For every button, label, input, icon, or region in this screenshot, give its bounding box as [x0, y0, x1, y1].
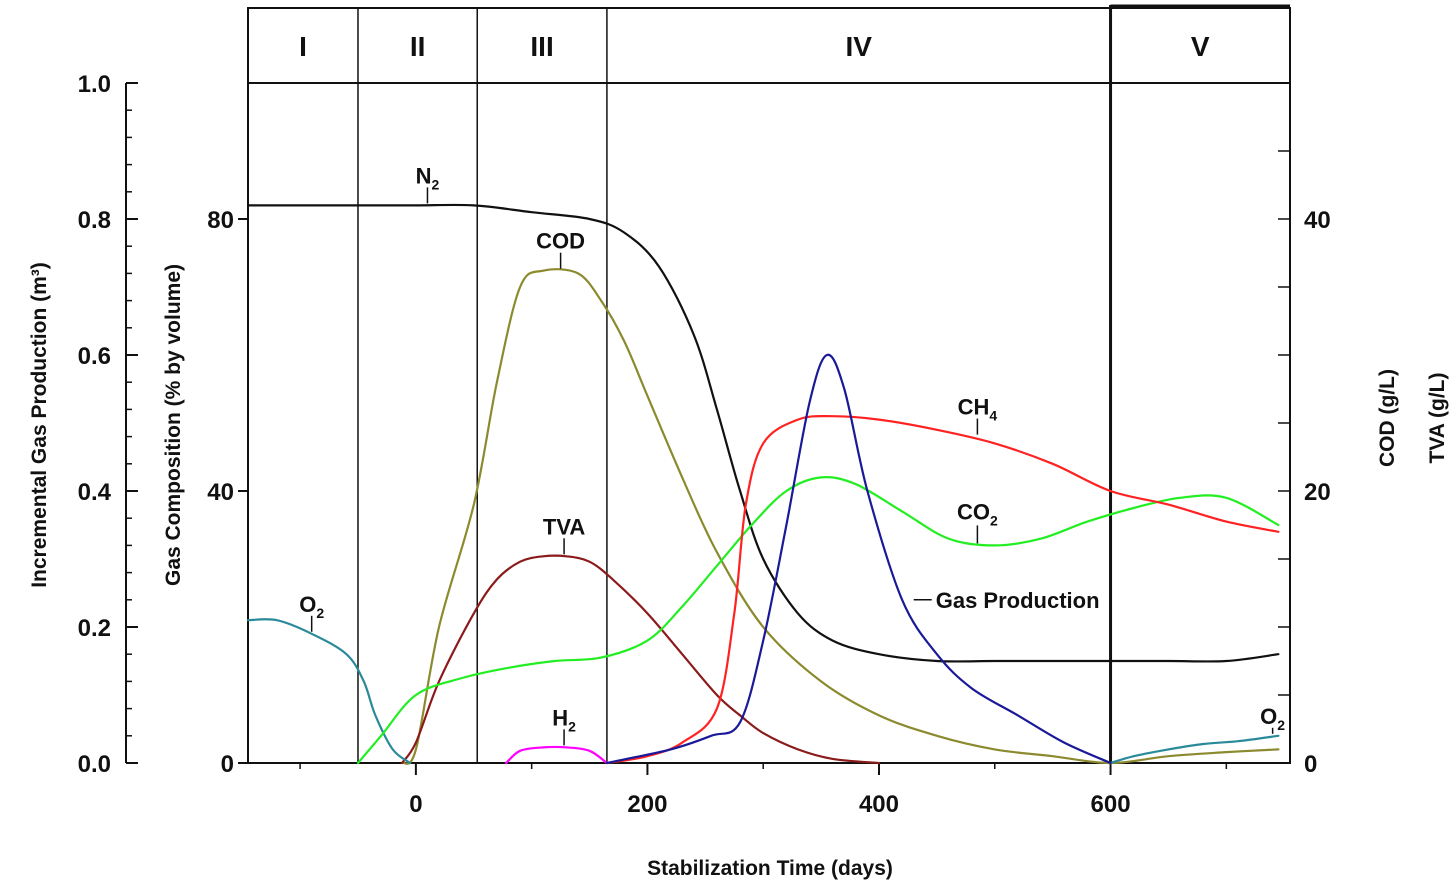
right-axis-title-tva: TVA (g/L) [1426, 373, 1449, 464]
left-inner-tick-label: 40 [207, 479, 234, 506]
left-outer-tick-label: 0.0 [78, 751, 111, 778]
annotation-o2-subscript: 2 [1277, 717, 1285, 733]
left-outer-tick-label: 0.8 [78, 207, 111, 234]
annotation-n2-text: N [416, 163, 432, 188]
annotation-o2-text: O [1260, 704, 1277, 729]
annotation-o2-subscript: 2 [316, 605, 324, 621]
series-line-gas-production-8 [605, 353, 1112, 765]
left-outer-tick-label: 0.2 [78, 615, 111, 642]
annotation-tva: TVA [543, 514, 585, 539]
series-line-n2-0 [246, 203, 1280, 663]
left-inner-axis-title: Gas Composition (% by volume) [162, 264, 185, 586]
series-line-o2-5 [1109, 734, 1280, 765]
annotation-ch4-text: CH [958, 395, 990, 420]
phase-label-i: I [299, 31, 307, 62]
annotation-n2-subscript: 2 [432, 176, 440, 192]
series-line-o2-4 [246, 618, 412, 765]
annotation-h2-subscript: 2 [568, 718, 576, 734]
phase-label-iii: III [530, 31, 553, 62]
annotation-gas-production: Gas Production [936, 588, 1100, 613]
annotation-cod-text: COD [536, 229, 585, 254]
annotation-co2: CO2 [957, 499, 998, 528]
annotation-h2-text: H [552, 705, 568, 730]
left-inner-tick-label: 80 [207, 207, 234, 234]
annotation-ch4: CH4 [958, 395, 998, 424]
left-inner-tick-label: 0 [221, 751, 234, 778]
annotation-o2: O2 [299, 592, 324, 621]
right-tick-label: 0 [1304, 751, 1317, 778]
x-tick-label: 400 [859, 791, 899, 818]
phase-label-iv: IV [845, 31, 872, 62]
left-outer-tick-label: 1.0 [78, 71, 111, 98]
phase-label-v: V [1191, 31, 1210, 62]
annotation-h2: H2 [552, 705, 576, 734]
left-outer-tick-label: 0.4 [78, 479, 112, 506]
phase-label-ii: II [410, 31, 426, 62]
annotation-o2: O2 [1260, 704, 1285, 733]
annotation-n2: N2 [416, 163, 440, 192]
series-line-cod-1 [400, 268, 1280, 765]
right-axis-title-cod: COD (g/L) [1376, 369, 1399, 467]
series-line-co2-6 [356, 476, 1280, 765]
series-line-h2-3 [505, 745, 608, 765]
left-outer-tick-label: 0.6 [78, 343, 111, 370]
annotation-co2-subscript: 2 [990, 512, 998, 528]
x-axis-title: Stabilization Time (days) [647, 857, 893, 880]
series-line-tva-2 [400, 554, 881, 765]
x-tick-label: 600 [1091, 791, 1131, 818]
annotation-co2-text: CO [957, 499, 990, 524]
annotation-o2-text: O [299, 592, 316, 617]
x-tick-label: 200 [627, 791, 667, 818]
right-tick-label: 20 [1304, 479, 1331, 506]
annotation-ch4-subscript: 4 [989, 408, 997, 424]
annotation-tva-text: TVA [543, 514, 585, 539]
series-line-ch4-7 [605, 414, 1280, 765]
x-tick-label: 0 [409, 791, 422, 818]
annotation-cod: COD [536, 229, 585, 254]
left-outer-axis-title: Incremental Gas Production (m³) [28, 262, 51, 588]
plot-frame [247, 7, 1291, 764]
right-tick-label: 40 [1304, 207, 1331, 234]
